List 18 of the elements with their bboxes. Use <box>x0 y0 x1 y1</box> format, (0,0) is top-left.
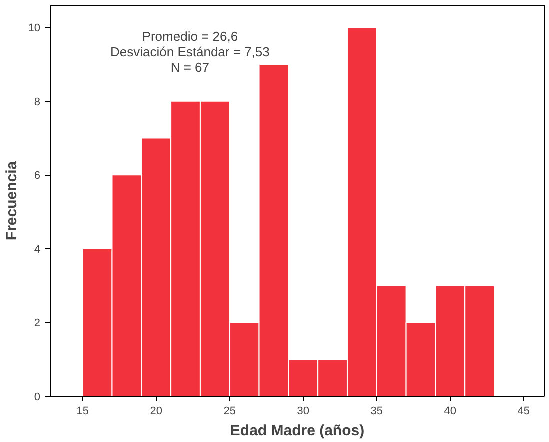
x-tick-label: 30 <box>297 406 310 418</box>
x-tick-label: 40 <box>444 406 457 418</box>
annotation: Promedio = 26,6 <box>142 29 238 44</box>
x-tick-label: 35 <box>370 406 384 418</box>
y-tick-label: 6 <box>34 170 41 182</box>
y-tick-label: 8 <box>34 96 41 108</box>
x-tick-label: 25 <box>224 406 236 418</box>
y-axis-title: Frecuencia <box>3 160 20 241</box>
y-tick-label: 0 <box>34 392 41 404</box>
annotation: N = 67 <box>170 60 210 76</box>
x-tick-label: 15 <box>76 406 89 418</box>
annotation: Desviación Estándar = 7,53 <box>110 44 270 60</box>
x-axis-title: Edad Madre (años) <box>230 422 365 440</box>
x-tick-label: 20 <box>150 406 162 418</box>
x-tick-label: 45 <box>518 406 530 418</box>
y-tick-label: 2 <box>34 318 41 330</box>
y-tick-label: 4 <box>34 244 41 256</box>
y-tick-label: 10 <box>28 22 41 35</box>
